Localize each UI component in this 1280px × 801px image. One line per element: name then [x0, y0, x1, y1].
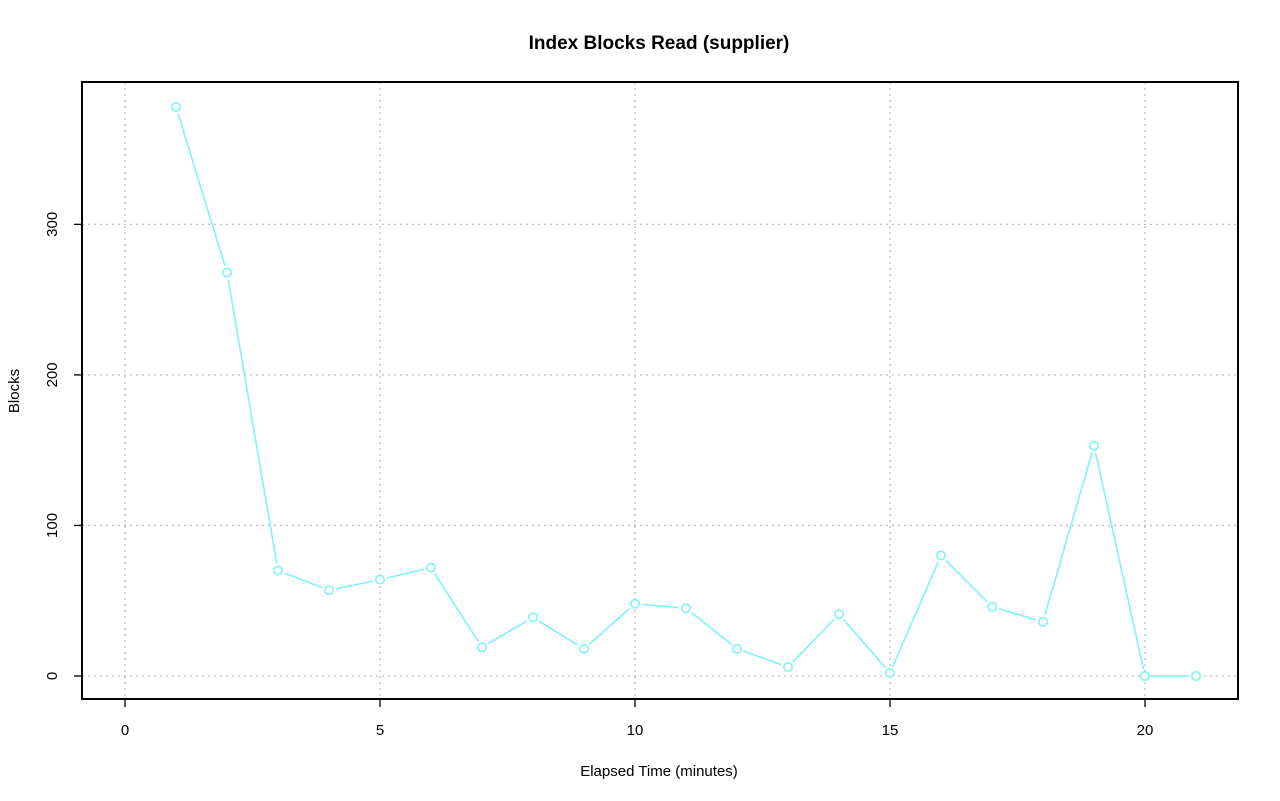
y-tick-label: 200 [44, 362, 61, 387]
series-line-segment [335, 580, 374, 590]
data-point [374, 574, 385, 585]
series-line-segment [945, 560, 988, 603]
x-tick-label: 20 [1137, 722, 1154, 739]
series-line-segment [743, 650, 782, 666]
x-axis: 0 5 10 15 20 [121, 699, 1154, 739]
data-point [222, 267, 233, 278]
series-line-segment [1094, 452, 1145, 670]
data-point [1038, 616, 1049, 627]
x-tick-label: 5 [376, 722, 384, 739]
data-point [527, 612, 538, 623]
data-point [171, 101, 182, 112]
y-axis-label: Blocks [6, 369, 23, 413]
series-line-segment [1044, 452, 1093, 616]
chart-title: Index Blocks Read (supplier) [529, 33, 790, 54]
series-line-segment [487, 620, 528, 645]
series-line-segment [386, 568, 425, 579]
data-point [1140, 670, 1151, 681]
data-point [833, 609, 844, 620]
x-tick-label: 10 [627, 722, 644, 739]
x-axis-label: Elapsed Time (minutes) [580, 763, 738, 780]
x-tick-label: 15 [882, 722, 899, 739]
plot-frame [81, 81, 1239, 700]
series-line-segment [642, 603, 679, 609]
x-tick-label: 0 [121, 722, 129, 739]
y-axis: 0 100 200 300 [44, 212, 82, 680]
data-point [935, 550, 946, 561]
series-blocks [171, 101, 1202, 681]
series-line-segment [792, 618, 835, 663]
data-point [680, 603, 691, 614]
data-point [578, 643, 589, 654]
grid-lines [82, 82, 1238, 699]
series-line-segment [691, 612, 732, 646]
series-line-segment [177, 113, 226, 266]
series-line-segment [892, 561, 939, 667]
series-line-segment [998, 608, 1037, 621]
y-tick-label: 0 [44, 672, 61, 680]
data-point [425, 562, 436, 573]
series-line-segment [434, 573, 479, 642]
data-point [1191, 670, 1202, 681]
data-point [1089, 440, 1100, 451]
y-tick-label: 100 [44, 513, 61, 538]
series-line-segment [227, 279, 278, 564]
series-line-segment [843, 619, 886, 669]
data-point [986, 601, 997, 612]
data-point [731, 643, 742, 654]
data-point [629, 598, 640, 609]
y-tick-label: 300 [44, 212, 61, 237]
data-point [323, 585, 334, 596]
data-point [476, 642, 487, 653]
data-point [272, 565, 283, 576]
series-line-segment [284, 572, 323, 589]
series-line-segment [538, 620, 579, 646]
series-line-segment [588, 607, 631, 645]
data-point [782, 661, 793, 672]
data-point [884, 667, 895, 678]
